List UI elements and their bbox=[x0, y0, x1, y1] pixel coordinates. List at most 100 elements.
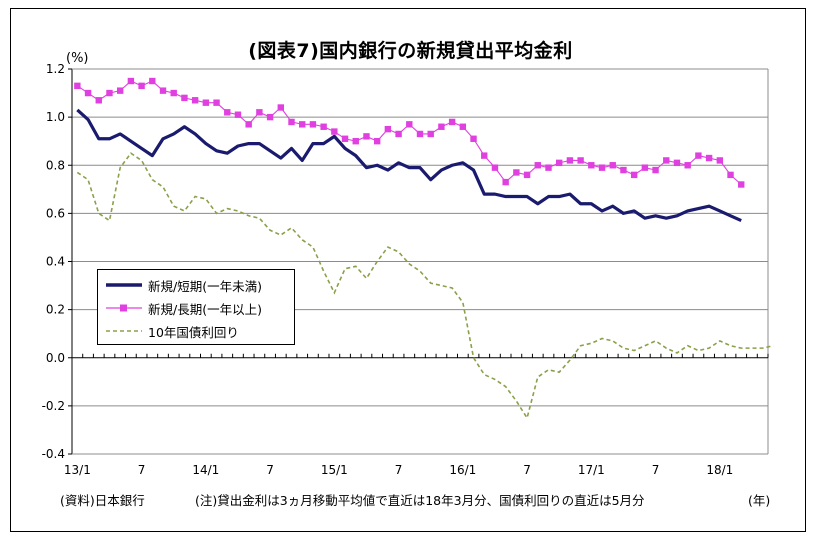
series-point-long bbox=[416, 130, 424, 138]
series-point-long bbox=[663, 157, 670, 164]
series-point-long bbox=[266, 113, 274, 121]
legend-label-short: 新規/短期(一年未満) bbox=[148, 278, 262, 294]
series-point-long bbox=[331, 128, 338, 135]
series-point-long bbox=[566, 157, 574, 164]
series-point-long bbox=[620, 166, 627, 174]
series-point-long bbox=[256, 109, 263, 116]
x-tick-label: 7 bbox=[395, 463, 403, 477]
series-point-long bbox=[502, 178, 509, 186]
series-line-short bbox=[76, 108, 742, 223]
x-tick-label: 17/1 bbox=[578, 463, 605, 477]
series-point-long bbox=[352, 137, 359, 145]
series-point-long bbox=[705, 154, 713, 162]
series-point-long bbox=[438, 123, 445, 130]
chart-frame bbox=[10, 8, 806, 532]
series-point-long bbox=[224, 109, 231, 116]
series-point-long bbox=[95, 97, 102, 104]
series-point-long bbox=[277, 104, 284, 111]
series-point-long bbox=[138, 82, 145, 90]
y-tick-label: -0.4 bbox=[42, 447, 65, 461]
series-point-long bbox=[556, 159, 563, 167]
series-point-long bbox=[245, 121, 252, 128]
legend-item-short: 新規/短期(一年未満) bbox=[106, 276, 262, 294]
series-point-long bbox=[373, 137, 381, 145]
y-tick-label: 0.0 bbox=[46, 351, 65, 365]
y-tick-label: 1.2 bbox=[46, 62, 65, 76]
y-tick-label: 1.0 bbox=[46, 110, 65, 124]
x-axis-unit: (年) bbox=[748, 493, 771, 508]
y-tick-labels: 1.2 1.0 0.8 0.6 0.4 0.2 0.0 -0.2 -0.4 bbox=[42, 62, 65, 461]
legend-swatch-long bbox=[106, 304, 142, 312]
series-point-long bbox=[74, 82, 81, 90]
x-tick-label: 7 bbox=[652, 463, 660, 477]
legend-label-long: 新規/長期(一年以上) bbox=[148, 301, 262, 317]
series-point-long bbox=[309, 121, 317, 128]
series-point-long bbox=[127, 77, 135, 85]
series-point-long bbox=[673, 159, 681, 167]
x-tick-label: 7 bbox=[266, 463, 274, 477]
series-point-long bbox=[481, 152, 488, 159]
series-point-long bbox=[513, 169, 520, 176]
series-point-long bbox=[459, 123, 467, 130]
y-axis-unit: (%) bbox=[66, 51, 89, 66]
series-point-long bbox=[641, 164, 649, 171]
series-lines bbox=[74, 77, 774, 420]
legend-swatch-jgb bbox=[106, 330, 142, 332]
series-point-long bbox=[545, 164, 552, 171]
series-line-jgb bbox=[76, 152, 774, 420]
legend-swatch-short bbox=[106, 283, 142, 287]
series-point-long bbox=[106, 89, 113, 97]
x-tick-labels: 13/1 7 14/1 7 15/1 7 16/1 7 17/1 7 18/1 bbox=[64, 463, 733, 477]
series-point-long bbox=[384, 125, 392, 133]
x-tick-label: 13/1 bbox=[64, 463, 91, 477]
series-point-long bbox=[716, 157, 724, 164]
series-point-long bbox=[448, 118, 456, 126]
y-tick-label: 0.2 bbox=[46, 303, 65, 317]
footer-note: (注)貸出金利は3ヵ月移動平均値で直近は18年3月分、国債利回りの直近は5月分 bbox=[195, 493, 645, 508]
series-point-long bbox=[299, 121, 306, 128]
x-tick-label: 7 bbox=[523, 463, 531, 477]
series-point-long bbox=[406, 121, 413, 128]
series-point-long bbox=[159, 87, 167, 94]
y-tick-label: 0.8 bbox=[46, 158, 65, 172]
series-point-long bbox=[609, 162, 616, 169]
series-point-long bbox=[234, 111, 242, 118]
series-point-long bbox=[727, 171, 734, 179]
x-tick-label: 7 bbox=[138, 463, 146, 477]
series-point-long bbox=[170, 89, 177, 97]
legend-item-jgb: 10年国債利回り bbox=[106, 322, 239, 340]
series-point-long bbox=[202, 99, 210, 106]
gridlines bbox=[72, 68, 768, 455]
legend-item-long: 新規/長期(一年以上) bbox=[106, 299, 262, 317]
x-tick-label: 15/1 bbox=[321, 463, 348, 477]
series-point-long bbox=[598, 164, 606, 171]
series-point-long bbox=[630, 171, 638, 179]
series-point-long bbox=[427, 130, 434, 138]
series-point-long bbox=[341, 135, 349, 142]
x-tick-label: 18/1 bbox=[706, 463, 733, 477]
series-point-long bbox=[695, 152, 702, 159]
legend-label-jgb: 10年国債利回り bbox=[148, 324, 239, 340]
series-point-long bbox=[491, 164, 499, 171]
x-tick-label: 14/1 bbox=[192, 463, 219, 477]
series-point-long bbox=[684, 162, 691, 169]
y-tick-label: 0.6 bbox=[46, 206, 65, 220]
series-point-long bbox=[191, 97, 199, 104]
series-point-long bbox=[213, 99, 220, 106]
series-point-long bbox=[181, 94, 188, 102]
x-tick-label: 16/1 bbox=[449, 463, 476, 477]
legend: 新規/短期(一年未満) 新規/長期(一年以上) 10年国債利回り bbox=[97, 269, 295, 345]
series-point-long bbox=[652, 166, 659, 174]
series-point-long bbox=[588, 162, 595, 169]
series-point-long bbox=[288, 118, 295, 126]
series-point-long bbox=[523, 171, 531, 179]
series-point-long bbox=[470, 135, 477, 142]
series-point-long bbox=[149, 77, 156, 85]
series-point-long bbox=[395, 130, 402, 138]
series-point-long bbox=[116, 87, 124, 94]
chart-title: (図表7)国内銀行の新規貸出平均金利 bbox=[248, 40, 573, 62]
footer-source: (資料)日本銀行 bbox=[60, 493, 145, 508]
series-point-long bbox=[84, 89, 92, 97]
series-point-long bbox=[320, 123, 327, 130]
